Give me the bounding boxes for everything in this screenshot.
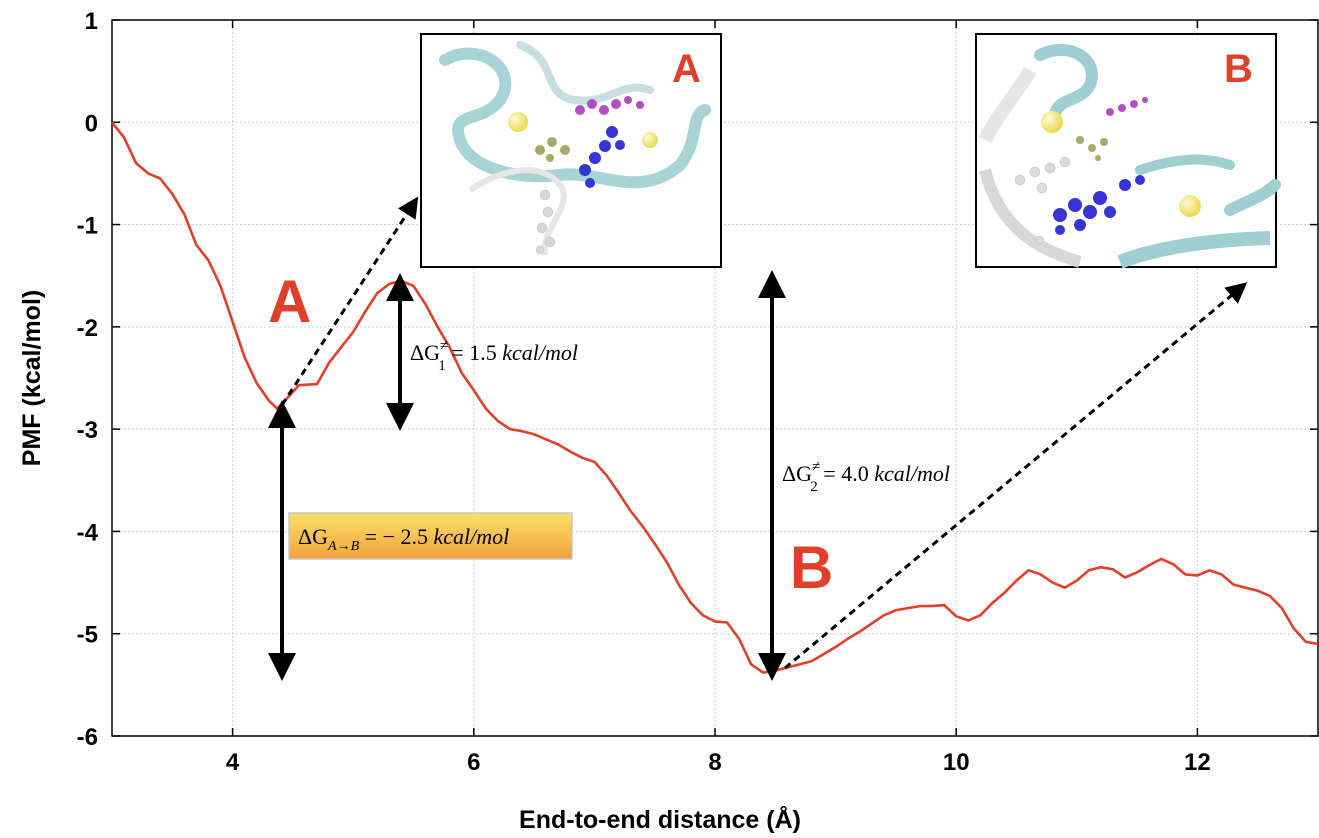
dg1-sup: ≠	[440, 338, 448, 354]
dg-ab-sub: A→B	[327, 539, 360, 554]
ligand-magenta	[1106, 97, 1148, 116]
dg2-sup: ≠	[812, 459, 820, 475]
y-tick-label: -6	[77, 724, 98, 751]
inset-b-label: B	[1224, 47, 1253, 91]
dg1-sub: 1	[438, 358, 446, 374]
ion-sphere	[1179, 195, 1201, 217]
axis-ticks	[112, 19, 1318, 737]
ligand-white	[1014, 156, 1071, 245]
dg-ab-symbol: ΔG	[298, 524, 328, 549]
x-tick-label: 4	[226, 749, 240, 776]
protein-ribbon-a	[439, 47, 711, 189]
minimum-a-label: A	[268, 268, 311, 335]
dg1-eq: = 1.5	[446, 340, 502, 365]
x-tick-label: 6	[467, 749, 480, 776]
dg1-symbol: ΔG	[410, 340, 440, 365]
pmf-series-line	[110, 121, 1319, 674]
ligand-white	[535, 189, 556, 255]
ion-sphere	[1041, 111, 1063, 133]
y-tick-label: -5	[77, 622, 98, 649]
ion-sphere	[508, 112, 528, 132]
ligand-blue	[579, 126, 625, 188]
y-tick-label: -2	[77, 315, 98, 342]
y-tick-labels: 1 0 -1 -2 -3 -4 -5 -6	[77, 8, 99, 751]
protein-ribbon-b	[1034, 43, 1098, 131]
y-tick-label: 1	[85, 8, 98, 35]
pointer-arrow-a	[280, 196, 419, 406]
y-tick-label: -4	[77, 519, 99, 546]
dg2-sub: 2	[810, 479, 818, 495]
pointer-arrow-b	[784, 282, 1248, 670]
ligand-blue	[1053, 175, 1145, 235]
dg2-eq: = 4.0	[818, 461, 874, 486]
x-axis-title: End-to-end distance (Å)	[519, 805, 801, 834]
dg1-label: ΔG≠ 1 = 1.5 kcal/mol	[410, 338, 578, 374]
dg-ab-eq: = − 2.5	[359, 524, 433, 549]
x-tick-labels: 4 6 8 10 12	[226, 749, 1211, 776]
inset-a-label: A	[672, 47, 701, 91]
dg2-symbol: ΔG	[782, 461, 812, 486]
dg-ab-label: ΔGA→B = − 2.5 kcal/mol	[298, 524, 509, 554]
ligand-magenta	[575, 96, 644, 115]
dg-ab-unit: kcal/mol	[433, 524, 509, 549]
ligand-olive	[535, 137, 570, 162]
y-axis-title: PMF (kcal/mol)	[18, 290, 46, 466]
dg1-unit: kcal/mol	[502, 340, 578, 365]
x-tick-label: 12	[1184, 749, 1211, 776]
dg2-label: ΔG≠ 2 = 4.0 kcal/mol	[782, 459, 950, 495]
y-tick-label: -3	[77, 417, 98, 444]
x-tick-label: 8	[708, 749, 721, 776]
x-tick-label: 10	[943, 749, 970, 776]
inset-structure-a: A	[420, 33, 722, 268]
inset-structure-b: B	[975, 33, 1281, 269]
minimum-b-label: B	[790, 534, 833, 601]
dg-ab-box: ΔGA→B = − 2.5 kcal/mol	[288, 512, 573, 560]
y-tick-label: 0	[85, 110, 98, 137]
dg2-unit: kcal/mol	[874, 461, 950, 486]
ligand-olive	[1076, 136, 1108, 161]
ion-sphere	[642, 132, 658, 148]
y-tick-label: -1	[77, 213, 98, 240]
